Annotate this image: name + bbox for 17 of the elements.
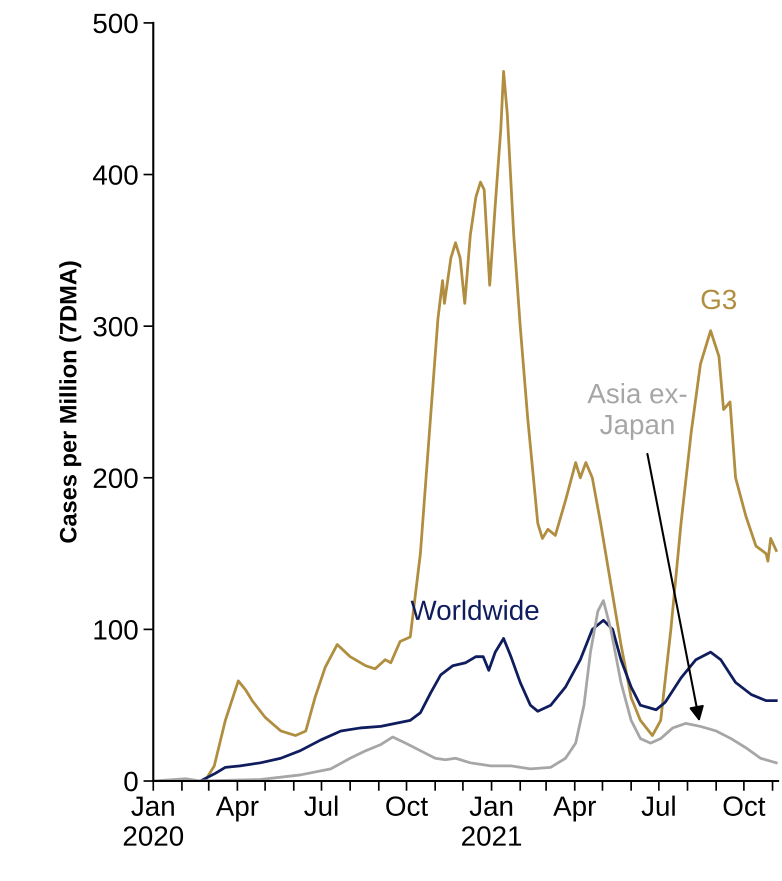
x-tick-label: Jul [304, 796, 338, 816]
series-label: G3 [702, 290, 736, 310]
y-tick-label: 300 [93, 316, 138, 336]
y-tick-label: 100 [94, 620, 138, 640]
text: Asia ex- Japan [587, 383, 686, 440]
x-tick-label: Jan 2021 [462, 796, 522, 846]
x-tick-label: Oct [724, 796, 766, 816]
x-tick-label: Oct [386, 796, 428, 816]
x-tick-label: Jul [642, 796, 675, 816]
y-tick-label: 400 [92, 165, 138, 185]
y-axis-title: Cases per Million (7DMA) [59, 261, 82, 543]
x-tick-label: Jan 2020 [124, 796, 184, 846]
x-tick-label: Apr [553, 796, 596, 822]
x-tick-label: Apr [216, 796, 259, 822]
y-tick-label: 500 [93, 14, 138, 34]
y-tick-label: 200 [94, 468, 138, 488]
y-tick-label: 0 [124, 772, 138, 792]
